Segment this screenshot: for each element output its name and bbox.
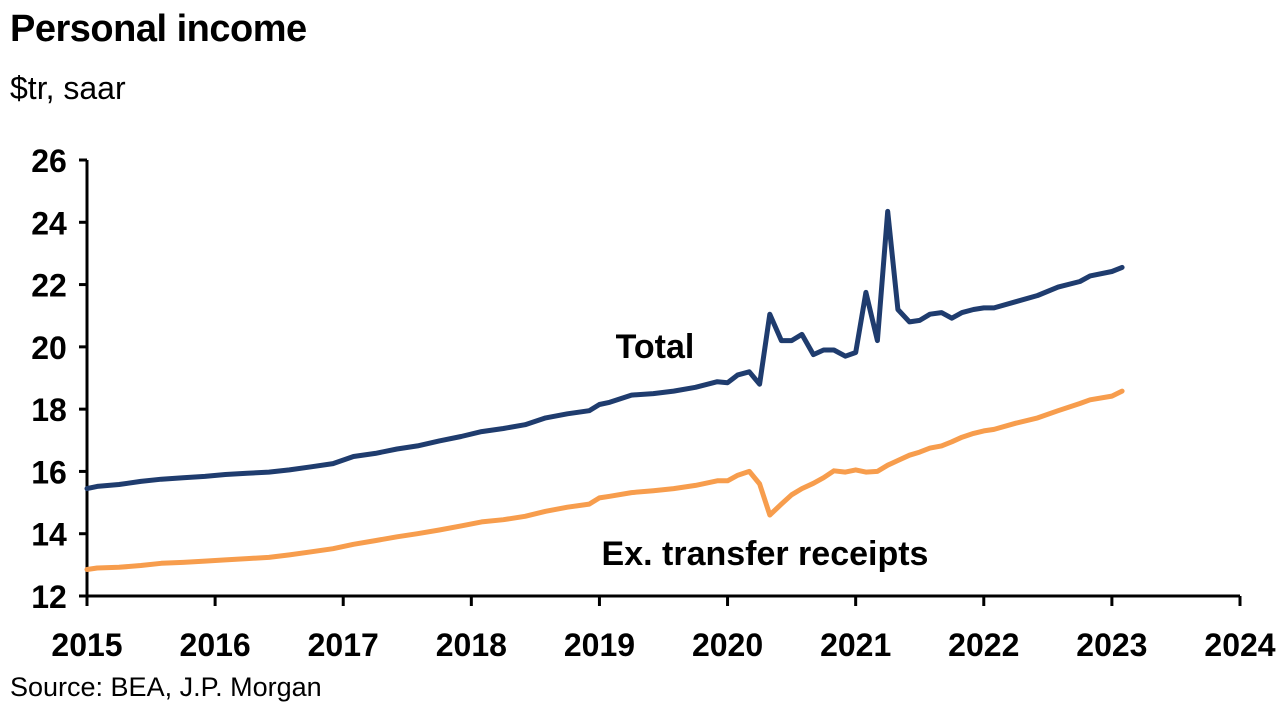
y-tick-label: 26 <box>31 143 67 179</box>
series-line-ex-transfer-receipts <box>84 388 1125 572</box>
series-label-ex-transfer-receipts: Ex. transfer receipts <box>602 535 929 573</box>
x-tick-label: 2016 <box>180 627 251 663</box>
y-tick-label: 22 <box>31 268 67 304</box>
x-tick-label: 2021 <box>820 627 891 663</box>
series-lines <box>84 208 1125 572</box>
series-label-total: Total <box>616 328 695 366</box>
x-tick-label: 2019 <box>564 627 635 663</box>
x-tick-label: 2023 <box>1076 627 1147 663</box>
chart-title: Personal income <box>10 8 307 50</box>
x-tick-label: 2018 <box>436 627 507 663</box>
x-tick-label: 2022 <box>948 627 1019 663</box>
y-tick-label: 12 <box>31 579 67 615</box>
y-tick-label: 16 <box>31 454 67 490</box>
y-tick-label: 20 <box>31 330 67 366</box>
x-tick-label: 2017 <box>308 627 379 663</box>
source-note: Source: BEA, J.P. Morgan <box>10 672 322 702</box>
series-line-total <box>84 208 1125 492</box>
x-tick-label: 2020 <box>692 627 763 663</box>
chart-subtitle: $tr, saar <box>10 70 126 106</box>
y-tick-label: 14 <box>31 517 67 553</box>
y-tick-label: 18 <box>31 392 67 428</box>
series-labels: Total Ex. transfer receipts <box>602 328 929 573</box>
x-tick-label: 2015 <box>51 627 122 663</box>
y-tick-label: 24 <box>31 205 67 241</box>
x-tick-label: 2024 <box>1204 627 1275 663</box>
